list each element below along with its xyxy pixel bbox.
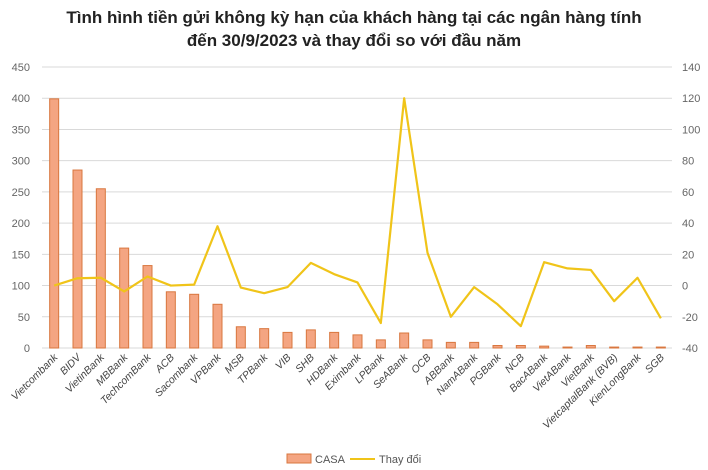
bar-casa: [609, 346, 620, 349]
bar-casa: [655, 346, 666, 349]
line-thay-doi: [53, 97, 662, 328]
bar-casa: [189, 293, 200, 349]
bar-casa: [632, 346, 643, 349]
left-axis-tick: 50: [18, 312, 30, 324]
bar-casa: [235, 326, 246, 349]
left-axis-tick: 100: [12, 281, 30, 293]
left-axis-tick: 200: [12, 218, 30, 230]
legend-casa-swatch: [286, 453, 312, 464]
right-axis-tick: 80: [682, 156, 694, 168]
chart-title: Tình hình tiền gửi không kỳ hạn của khác…: [0, 6, 708, 52]
legend-casa-label: CASA: [315, 454, 346, 466]
category-label: VIB: [273, 352, 293, 372]
bar-casa: [515, 345, 526, 349]
chart-title-line2: đến 30/9/2023 và thay đổi so với đầu năm: [186, 31, 522, 50]
bar-casa: [282, 331, 293, 349]
right-axis-tick: 120: [682, 93, 700, 105]
right-axis-tick: 100: [682, 124, 700, 136]
left-axis-tick: 350: [12, 124, 30, 136]
right-axis-tick: 0: [682, 281, 688, 293]
bar-casa: [259, 328, 270, 349]
left-axis-tick: 150: [12, 249, 30, 261]
bar-casa: [445, 341, 456, 349]
bar-casa: [562, 346, 573, 349]
bar-casa: [492, 345, 503, 349]
category-label: Vietcombank: [9, 351, 61, 403]
bar-casa: [142, 265, 153, 349]
bar-casa: [469, 341, 480, 349]
bar-casa: [399, 332, 410, 349]
left-axis-tick: 250: [12, 187, 30, 199]
right-axis-tick: -40: [682, 343, 698, 355]
right-axis-tick: -20: [682, 312, 698, 324]
bar-casa: [352, 334, 363, 349]
left-axis-tick: 400: [12, 93, 30, 105]
right-axis-tick: 20: [682, 249, 694, 261]
bar-casa: [165, 291, 176, 349]
right-axis-tick: 40: [682, 218, 694, 230]
bar-casa: [212, 303, 223, 349]
chart-title-line1: Tình hình tiền gửi không kỳ hạn của khác…: [66, 8, 642, 27]
bar-casa: [375, 339, 386, 349]
bar-casa: [422, 339, 433, 349]
right-axis-tick: 60: [682, 187, 694, 199]
bar-casa: [329, 331, 340, 349]
bar-casa: [305, 329, 316, 349]
bar-casa: [539, 345, 550, 349]
bar-casa: [72, 169, 83, 349]
category-label: SGB: [643, 352, 667, 376]
right-axis-tick: 140: [682, 62, 700, 74]
bar-casa: [95, 188, 106, 349]
bar-casa: [119, 247, 130, 349]
left-axis-tick: 300: [12, 156, 30, 168]
legend-thay-doi-label: Thay đổi: [379, 454, 421, 466]
bar-casa: [585, 345, 596, 349]
left-axis-tick: 450: [12, 62, 30, 74]
bar-casa: [49, 98, 60, 349]
left-axis-tick: 0: [24, 343, 30, 355]
